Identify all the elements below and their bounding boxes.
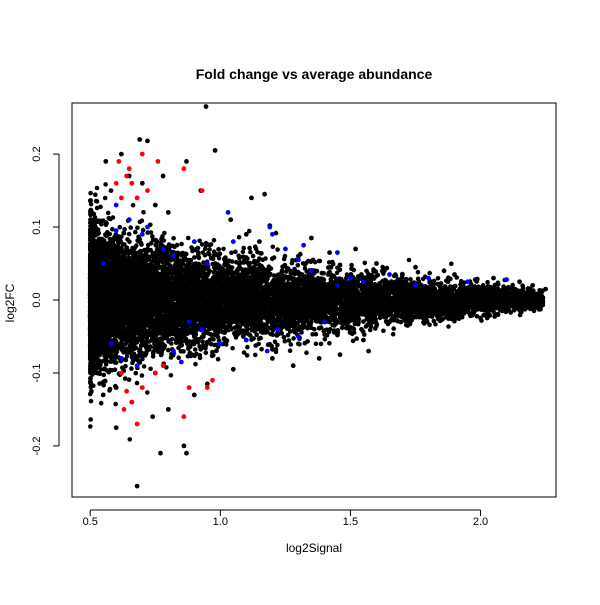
data-point (248, 249, 253, 255)
data-point (88, 424, 93, 429)
data-point (148, 241, 154, 246)
chart-title: Fold change vs average abundance (196, 66, 433, 82)
data-point (129, 366, 134, 371)
data-point (171, 236, 176, 241)
points-layer (87, 104, 548, 489)
data-point (272, 339, 278, 345)
data-point (254, 332, 259, 338)
data-point (240, 334, 246, 339)
data-point (431, 318, 437, 324)
data-point (291, 336, 296, 341)
data-point (113, 401, 118, 407)
data-point (162, 230, 167, 236)
data-point (122, 226, 127, 232)
data-point (285, 332, 291, 338)
data-point (88, 398, 94, 404)
data-point (207, 247, 212, 252)
data-point (352, 321, 358, 327)
data-point (427, 322, 432, 328)
data-point (88, 217, 93, 222)
data-point (98, 400, 104, 406)
data-point (304, 350, 309, 356)
data-point (241, 245, 246, 251)
data-point (313, 331, 319, 337)
data-point (150, 354, 156, 359)
data-point (217, 251, 223, 257)
data-point (361, 319, 366, 324)
data-point (282, 338, 288, 344)
data-point (273, 230, 279, 236)
data-point (179, 241, 184, 247)
cloud-points (87, 182, 546, 442)
data-point (197, 355, 203, 361)
data-point (141, 364, 147, 369)
data-point (196, 263, 202, 268)
data-point (135, 225, 140, 231)
data-point (233, 249, 238, 255)
data-point (168, 373, 174, 378)
data-point (351, 326, 357, 332)
data-point (209, 341, 214, 347)
data-point (122, 376, 128, 381)
data-point (381, 328, 386, 334)
data-point (230, 345, 235, 351)
data-point (446, 324, 451, 329)
data-point (390, 331, 396, 337)
data-point (88, 417, 93, 422)
data-point (270, 244, 276, 250)
data-point (215, 356, 221, 362)
data-point (415, 269, 421, 275)
data-point (193, 361, 198, 367)
data-point (271, 273, 277, 278)
data-point (240, 249, 246, 255)
data-point (117, 224, 123, 230)
data-point (313, 341, 319, 347)
data-point (282, 253, 288, 259)
data-point (101, 372, 107, 378)
y-axis-label: log2FC (3, 283, 17, 322)
data-point (192, 347, 198, 352)
data-point (110, 226, 115, 232)
data-point (185, 235, 191, 241)
data-point (192, 255, 197, 260)
data-point (251, 336, 256, 341)
data-point (153, 242, 159, 248)
data-point (492, 314, 498, 319)
data-point (485, 279, 490, 285)
data-point (196, 254, 201, 260)
data-point (287, 348, 293, 354)
data-point (263, 256, 268, 261)
data-point (150, 234, 155, 239)
data-point (448, 276, 453, 282)
data-point (331, 328, 337, 333)
data-point (253, 352, 258, 358)
data-point (221, 246, 226, 252)
data-point (130, 203, 136, 208)
data-point (140, 227, 146, 233)
data-point (259, 251, 264, 256)
data-point (93, 192, 98, 197)
data-point (246, 228, 252, 234)
data-point (105, 210, 111, 216)
data-point (133, 229, 138, 235)
x-axis-label: log2Signal (286, 541, 342, 555)
data-point (349, 262, 354, 268)
data-point (236, 234, 242, 240)
data-point (244, 353, 250, 358)
data-point (139, 373, 145, 378)
data-point (102, 195, 108, 201)
data-point (176, 355, 181, 361)
